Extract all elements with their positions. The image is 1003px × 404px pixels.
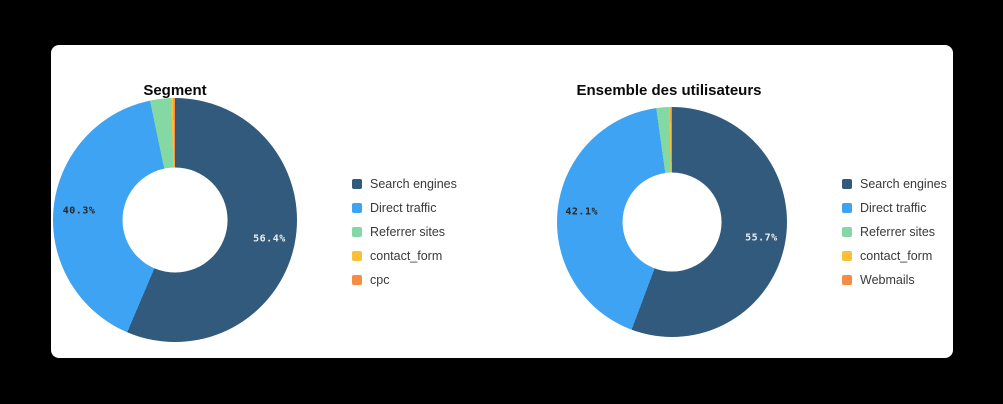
legend-item-label: Search engines: [370, 177, 457, 191]
donut-chart[interactable]: 56.4% 40.3%: [53, 98, 297, 342]
donut-hole: [122, 167, 228, 273]
slice-data-label: 56.4%: [253, 233, 286, 245]
legend-item[interactable]: Webmails: [842, 268, 947, 292]
legend-item[interactable]: Direct traffic: [842, 196, 947, 220]
legend-item[interactable]: Direct traffic: [352, 196, 457, 220]
legend-item[interactable]: Referrer sites: [352, 220, 457, 244]
chart-title: Ensemble des utilisateurs: [576, 82, 762, 100]
legend-item-label: cpc: [370, 273, 390, 287]
legend-item[interactable]: contact_form: [842, 244, 947, 268]
legend-item-label: contact_form: [860, 249, 933, 263]
donut-chart[interactable]: 55.7% 42.1%: [557, 107, 787, 337]
legend-item-label: Referrer sites: [860, 225, 936, 239]
legend-item-label: Referrer sites: [370, 225, 446, 239]
legend-item[interactable]: contact_form: [352, 244, 457, 268]
legend-item[interactable]: Search engines: [352, 172, 457, 196]
slice-data-label: 40.3%: [62, 205, 96, 217]
legend-color-swatch: [352, 275, 362, 285]
legend-color-swatch: [842, 203, 852, 213]
legend-item[interactable]: Search engines: [842, 172, 947, 196]
legend-item-label: Search engines: [860, 177, 947, 191]
legend-item-label: Direct traffic: [370, 201, 437, 215]
legend-item[interactable]: Referrer sites: [842, 220, 947, 244]
legend-item-label: contact_form: [370, 249, 443, 263]
legend-color-swatch: [352, 227, 362, 237]
slice-data-label: 42.1%: [565, 206, 598, 218]
traffic-sources-card: Segment 56.4% 40.3% Search engines Direct …: [51, 45, 953, 358]
legend-color-swatch: [352, 251, 362, 261]
legend-color-swatch: [842, 179, 852, 189]
legend: Search engines Direct traffic Referrer sit…: [842, 172, 947, 292]
legend-item[interactable]: cpc: [352, 268, 457, 292]
legend-color-swatch: [842, 251, 852, 261]
slice-data-label: 55.7%: [745, 232, 778, 244]
legend-color-swatch: [842, 227, 852, 237]
legend-item-label: Webmails: [860, 273, 915, 287]
legend-color-swatch: [352, 179, 362, 189]
legend-color-swatch: [352, 203, 362, 213]
legend-color-swatch: [842, 275, 852, 285]
chart-title: Segment: [143, 82, 207, 100]
donut-hole: [622, 172, 722, 272]
legend-item-label: Direct traffic: [860, 201, 927, 215]
legend: Search engines Direct traffic Referrer sit…: [352, 172, 457, 292]
